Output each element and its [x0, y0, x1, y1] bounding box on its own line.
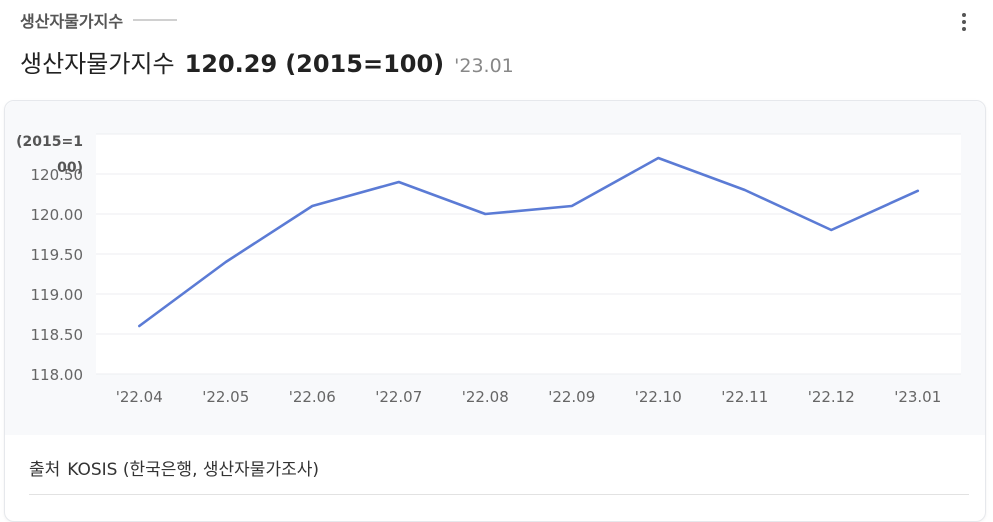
chart-card: 118.00 118.50 119.00 119.50 120.00 120.50 (20…	[4, 100, 986, 522]
source-label: 출처	[29, 460, 61, 480]
y-tick-label: 118.00	[31, 366, 84, 384]
y-axis-label-line: (2015=1	[16, 134, 83, 150]
y-tick-label: 119.50	[31, 246, 84, 264]
section-divider	[133, 19, 178, 21]
x-tick-label: '22.08	[462, 388, 509, 406]
indicator-base: (2015=100)	[285, 50, 445, 78]
y-tick-label: 120.00	[31, 206, 84, 224]
x-tick-label: '23.01	[894, 388, 941, 406]
indicator-title: 생산자물가지수	[20, 50, 175, 78]
x-tick-label: '22.12	[808, 388, 855, 406]
y-axis-label: (2015=1 00)	[16, 134, 83, 176]
x-tick-label: '22.06	[289, 388, 336, 406]
section-header: 생산자물가지수	[20, 8, 178, 32]
x-tick-label: '22.05	[202, 388, 249, 406]
series-line	[138, 156, 920, 328]
section-title: 생산자물가지수	[20, 12, 124, 31]
line-chart: 118.00 118.50 119.00 119.50 120.00 120.50 (20…	[16, 133, 961, 406]
bottom-divider	[29, 494, 969, 495]
headline: 생산자물가지수 120.29 (2015=100) '23.01	[20, 44, 514, 79]
y-tick-labels: 118.00 118.50 119.00 119.50 120.00 120.50	[31, 166, 84, 384]
indicator-value: 120.29	[184, 50, 278, 78]
x-tick-label: '22.10	[635, 388, 682, 406]
chart-area: 118.00 118.50 119.00 119.50 120.00 120.50 (20…	[5, 101, 985, 435]
source-text: KOSIS (한국은행, 생산자물가조사)	[67, 460, 319, 480]
x-tick-label: '22.07	[375, 388, 422, 406]
indicator-period: '23.01	[454, 55, 514, 77]
y-axis-label-line: 00)	[57, 160, 83, 176]
x-tick-label: '22.04	[116, 388, 163, 406]
more-options-icon[interactable]	[955, 10, 973, 34]
y-tick-label: 120.50	[31, 166, 84, 184]
x-tick-label: '22.11	[721, 388, 768, 406]
x-tick-labels: '22.04 '22.05 '22.06 '22.07 '22.08 '22.09 '22.…	[116, 388, 942, 406]
source-note: 출처 KOSIS (한국은행, 생산자물가조사)	[29, 455, 319, 480]
x-tick-label: '22.09	[548, 388, 595, 406]
y-tick-label: 119.00	[31, 286, 84, 304]
y-tick-label: 118.50	[31, 326, 84, 344]
